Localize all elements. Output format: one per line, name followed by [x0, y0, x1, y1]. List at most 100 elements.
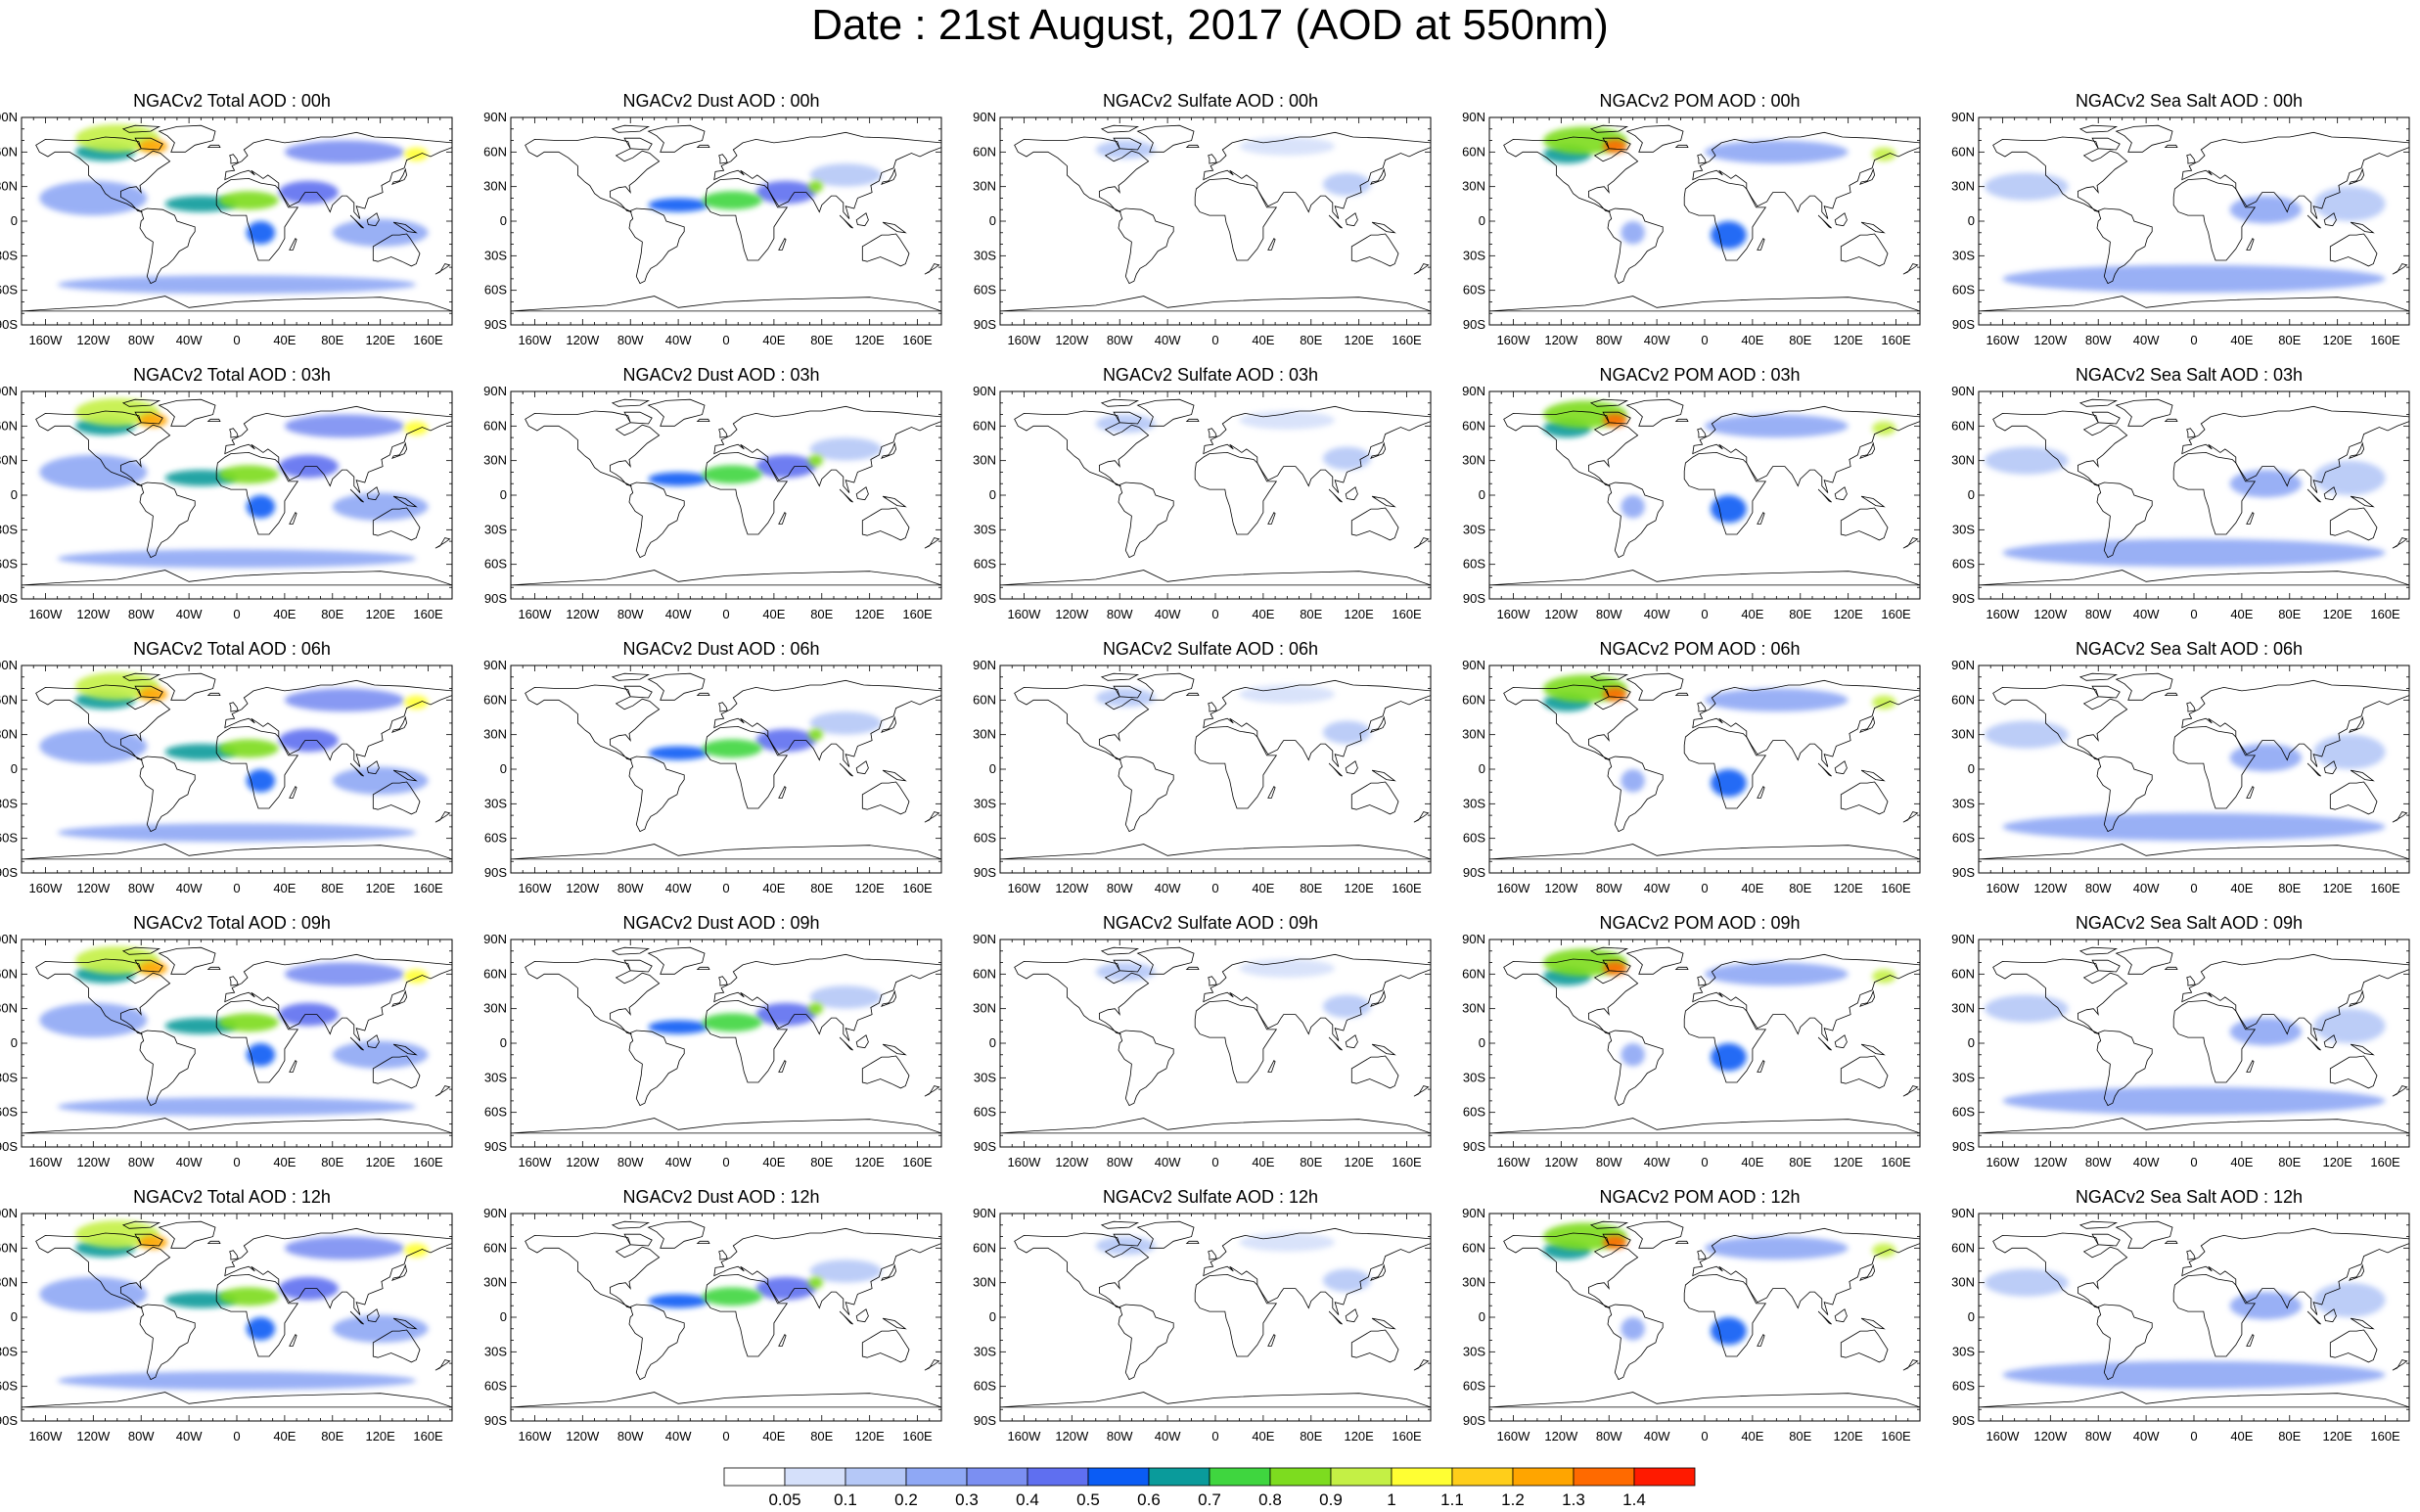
coastline-madagascar [778, 512, 787, 525]
map-panel-seasalt: NGACv2 Sea Salt AOD : 06h 90N 60N 30N 0 30S 60… [1951, 638, 2419, 902]
coastline-japan [1370, 167, 1387, 186]
panel-title: NGACv2 Sulfate AOD : 06h [1102, 639, 1319, 659]
colorbar-label: 0.8 [1258, 1490, 1282, 1509]
lon-tick-label: 160W [1986, 1429, 2020, 1443]
aod-region [1323, 446, 1371, 471]
coastline-greenland [158, 1220, 216, 1249]
coastlines [1489, 1220, 1920, 1408]
lon-tick-label: 0 [722, 881, 729, 895]
lat-tick-label: 30S [484, 248, 507, 262]
coastline-indonesia-sumatra [1328, 762, 1343, 777]
lon-tick-label: 80W [1107, 607, 1133, 621]
aod-region [702, 1013, 762, 1032]
lon-tick-label: 40E [1741, 333, 1763, 347]
lat-tick-label: 30S [1952, 248, 1975, 262]
coastline-antarctica [1000, 1118, 1431, 1134]
lon-tick-label: 40E [273, 333, 296, 347]
lat-tick-label: 60S [0, 1379, 18, 1394]
aod-region [2313, 1282, 2386, 1317]
map-plot: 90N 60N 30N 0 30S 60S 90S 160W 120W 80W 40W 0 40E 80E… [973, 932, 1432, 1169]
lat-tick-label: 90S [974, 1139, 996, 1154]
coastline-south-america [628, 1030, 685, 1107]
coastline-australia [861, 233, 910, 267]
coastline-new-guinea [1860, 769, 1886, 782]
lon-tick-label: 80W [1107, 333, 1133, 347]
coastline-south-america [1118, 1304, 1174, 1381]
aod-region [1705, 140, 1849, 164]
coastline-uk [2186, 702, 2196, 712]
coastline-uk [2186, 976, 2196, 986]
aod-field [1985, 446, 2386, 568]
coastline-eurasia [2181, 953, 2409, 1041]
coastline-indonesia-sumatra [839, 1036, 853, 1051]
coastline-japan [1859, 715, 1876, 734]
map-panel-sulfate: NGACv2 Sulfate AOD : 09h 90N 60N 30N 0 30S 60S… [973, 912, 1440, 1176]
coastline-indonesia-sumatra [2306, 214, 2321, 229]
lat-tick-label: 0 [11, 213, 18, 228]
lon-tick-label: 40E [1252, 881, 1274, 895]
lat-tick-label: 0 [500, 487, 507, 502]
coastlines [1000, 672, 1431, 860]
coastline-ellesmere [2078, 124, 2119, 133]
lat-tick-label: 30N [483, 453, 507, 468]
aod-region [1095, 414, 1156, 434]
coastlines [1000, 1220, 1431, 1408]
lat-tick-label: 60N [973, 418, 996, 433]
aod-region [1621, 769, 1645, 793]
coastline-antarctica [1000, 844, 1431, 860]
coastline-uk [1697, 702, 1707, 712]
lat-tick-label: 30S [0, 1070, 18, 1084]
lat-tick-label: 60S [1463, 283, 1485, 298]
coastline-japan [1859, 167, 1876, 186]
coastline-new-zealand [1413, 1085, 1430, 1097]
map-panel-seasalt: NGACv2 Sea Salt AOD : 12h 90N 60N 30N 0 30S 60… [1951, 1186, 2419, 1450]
coastline-baffin [1113, 411, 1142, 425]
lat-tick-label: 90N [483, 110, 507, 124]
coastline-uk [1697, 976, 1707, 986]
lon-tick-label: 120E [2322, 1155, 2352, 1169]
lat-tick-label: 30N [1462, 179, 1485, 194]
coastline-australia [1840, 507, 1889, 541]
coastline-australia [2329, 1055, 2378, 1089]
coastline-japan [2349, 167, 2365, 186]
coastline-australia [1350, 781, 1399, 815]
lat-tick-label: 90S [484, 1413, 507, 1428]
lon-tick-label: 80W [128, 1155, 155, 1169]
aod-region [809, 163, 882, 187]
coastline-north-america [1992, 136, 2128, 212]
coastline-indonesia-sumatra [349, 1036, 364, 1051]
lon-tick-label: 80W [1596, 1429, 1622, 1443]
aod-region [57, 1097, 417, 1117]
colorbar-swatch [1148, 1467, 1210, 1487]
aod-region [1621, 1317, 1645, 1341]
lon-tick-label: 160E [1392, 1155, 1422, 1169]
coastlines [1000, 946, 1431, 1134]
lat-tick-label: 90N [483, 932, 507, 946]
aod-region [404, 147, 429, 161]
coastline-iceland [206, 966, 221, 970]
main-title: Date : 21st August, 2017 (AOD at 550nm) [811, 1, 1609, 49]
coastline-madagascar [2246, 1060, 2255, 1073]
coastline-new-guinea [2350, 495, 2375, 508]
lat-tick-label: 60N [1951, 692, 1975, 707]
coastline-borneo [1345, 760, 1358, 775]
lon-tick-label: 160W [1986, 333, 2020, 347]
coastline-antarctica [1489, 1118, 1920, 1134]
coastline-ellesmere [611, 1220, 651, 1229]
coastline-japan [1370, 989, 1387, 1008]
coastline-uk [718, 1250, 728, 1260]
lon-tick-label: 160W [1986, 881, 2020, 895]
lon-tick-label: 120E [1833, 1155, 1863, 1169]
coastline-japan [2349, 441, 2365, 460]
lon-tick-label: 0 [722, 1155, 729, 1169]
coastline-iceland [206, 1240, 221, 1244]
map-plot: 90N 60N 30N 0 30S 60S 90S 160W 120W 80W 40W 0 40E 80E… [973, 1206, 1432, 1443]
coastline-south-america [628, 756, 685, 833]
coastline-north-america [525, 958, 661, 1034]
lon-tick-label: 40E [273, 1429, 296, 1443]
coastlines [511, 398, 941, 586]
coastline-australia [372, 507, 421, 541]
aod-region [809, 437, 882, 461]
coastline-australia [372, 233, 421, 267]
lon-tick-label: 80E [321, 607, 343, 621]
